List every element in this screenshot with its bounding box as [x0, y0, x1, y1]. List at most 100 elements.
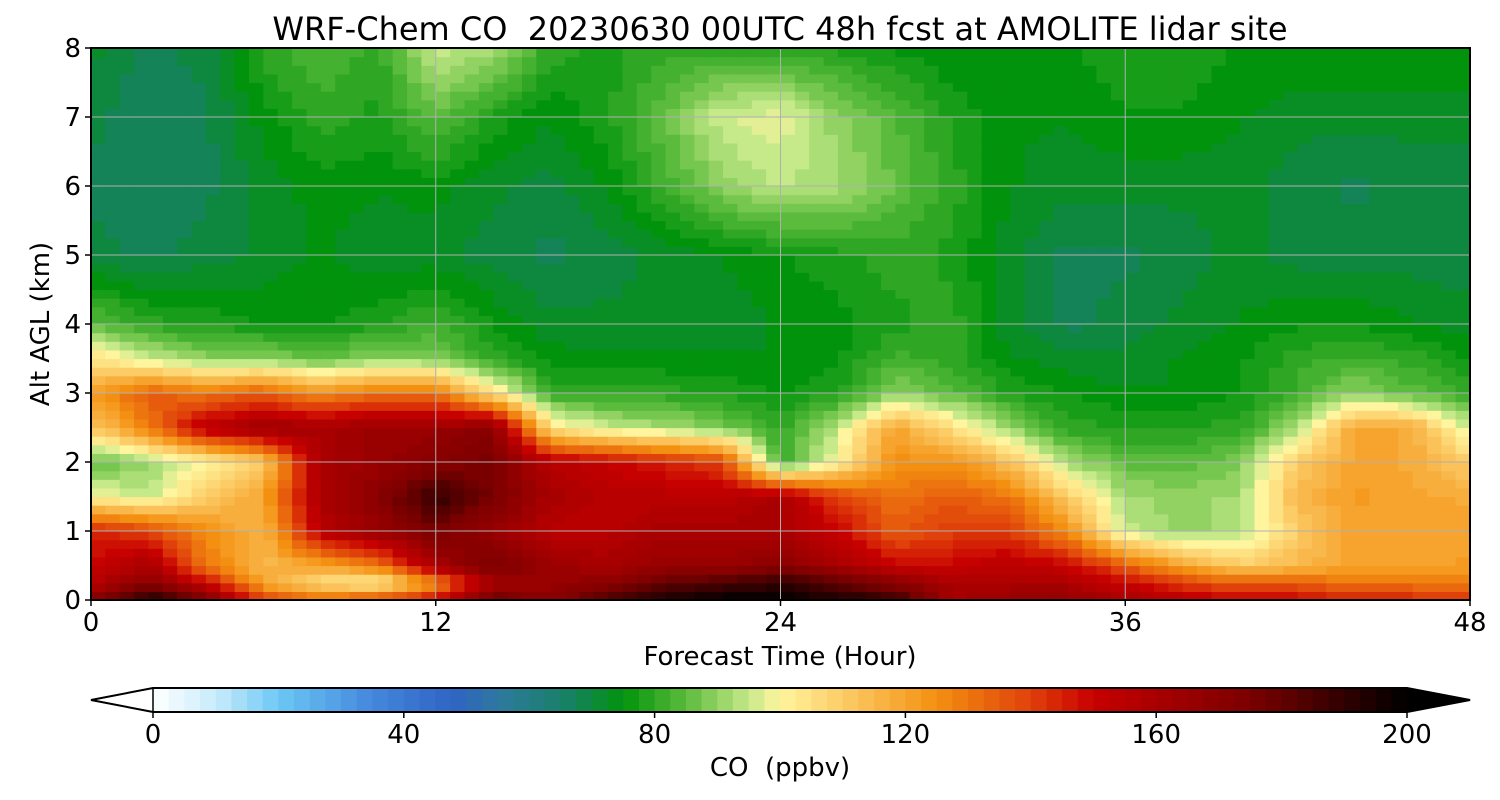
heatmap-cell — [1283, 324, 1299, 334]
heatmap-cell — [665, 160, 681, 170]
heatmap-cell — [550, 341, 566, 351]
heatmap-cell — [119, 358, 135, 368]
heatmap-cell — [335, 496, 351, 506]
heatmap-cell — [938, 462, 954, 472]
heatmap-cell — [220, 186, 236, 196]
heatmap-cell — [507, 194, 523, 204]
heatmap-cell — [1225, 591, 1241, 600]
heatmap-cell — [277, 574, 293, 584]
heatmap-cell — [1326, 453, 1342, 463]
heatmap-cell — [622, 401, 638, 411]
heatmap-cell — [220, 211, 236, 222]
heatmap-cell — [866, 341, 882, 351]
heatmap-cell — [507, 220, 523, 230]
heatmap-cell — [1168, 410, 1184, 420]
heatmap-cell — [263, 462, 279, 472]
heatmap-cell — [579, 203, 595, 213]
heatmap-cell — [162, 487, 178, 498]
heatmap-cell — [938, 168, 954, 178]
heatmap-cell — [1441, 496, 1457, 506]
heatmap-cell — [177, 186, 193, 196]
heatmap-cell — [421, 393, 437, 403]
heatmap-cell — [1053, 470, 1069, 480]
heatmap-cell — [1053, 194, 1069, 204]
heatmap-cell — [1182, 272, 1198, 282]
heatmap-cell — [1053, 220, 1069, 230]
heatmap-cell — [493, 246, 509, 256]
heatmap-cell — [579, 332, 595, 342]
heatmap-cell — [1268, 194, 1284, 204]
heatmap-cell — [421, 548, 437, 558]
heatmap-cell — [881, 418, 897, 429]
heatmap-cell — [91, 548, 106, 558]
heatmap-cell — [1024, 220, 1040, 230]
heatmap-cell — [1297, 565, 1313, 575]
heatmap-cell — [1039, 556, 1055, 567]
heatmap-cell — [1455, 513, 1470, 523]
heatmap-cell — [694, 513, 710, 523]
heatmap-cell — [608, 315, 624, 325]
heatmap-cell — [1398, 315, 1414, 325]
heatmap-cell — [1182, 255, 1198, 265]
heatmap-cell — [1326, 496, 1342, 506]
heatmap-cell — [694, 410, 710, 420]
heatmap-cell — [1139, 168, 1155, 178]
heatmap-cell — [1197, 280, 1213, 291]
heatmap-cell — [263, 358, 279, 368]
heatmap-cell — [1211, 237, 1227, 247]
heatmap-cell — [938, 436, 954, 446]
heatmap-cell — [952, 410, 968, 420]
heatmap-cell — [105, 358, 121, 368]
heatmap-cell — [1297, 367, 1313, 377]
heatmap-cell — [1010, 160, 1026, 170]
heatmap-cell — [177, 470, 193, 480]
heatmap-cell — [363, 237, 379, 247]
heatmap-cell — [464, 237, 480, 247]
heatmap-cell — [852, 263, 868, 273]
heatmap-cell — [162, 410, 178, 420]
heatmap-cell — [464, 462, 480, 472]
heatmap-cell — [780, 332, 796, 342]
heatmap-cell — [1110, 237, 1126, 247]
heatmap-cell — [1125, 444, 1141, 454]
heatmap-cell — [708, 367, 724, 377]
heatmap-cell — [1225, 341, 1241, 351]
heatmap-cell — [1153, 289, 1169, 299]
heatmap-cell — [837, 479, 853, 489]
heatmap-cell — [306, 444, 322, 454]
heatmap-cell — [866, 237, 882, 247]
heatmap-cell — [1326, 410, 1342, 420]
heatmap-cell — [651, 358, 667, 368]
heatmap-cell — [809, 194, 825, 204]
heatmap-cell — [665, 427, 681, 437]
heatmap-cell — [435, 272, 451, 282]
heatmap-cell — [924, 582, 940, 592]
heatmap-cell — [91, 341, 106, 351]
heatmap-cell — [737, 444, 753, 454]
heatmap-cell — [335, 229, 351, 239]
heatmap-cell — [1024, 211, 1040, 222]
heatmap-cell — [521, 324, 537, 334]
heatmap-cell — [737, 349, 753, 360]
heatmap-cell — [407, 263, 422, 273]
heatmap-cell — [450, 151, 466, 161]
heatmap-cell — [1010, 393, 1026, 403]
heatmap-cell — [1412, 470, 1428, 480]
heatmap-cell — [363, 324, 379, 334]
heatmap-cell — [967, 410, 983, 420]
heatmap-cell — [1024, 427, 1040, 437]
heatmap-cell — [249, 332, 264, 342]
heatmap-cell — [234, 453, 250, 463]
heatmap-cell — [493, 591, 509, 600]
heatmap-cell — [1311, 531, 1327, 541]
heatmap-cell — [1082, 177, 1098, 187]
heatmap-cell — [565, 315, 580, 325]
heatmap-cell — [306, 246, 322, 256]
heatmap-cell — [392, 496, 408, 506]
heatmap-cell — [1283, 272, 1299, 282]
heatmap-cell — [866, 470, 882, 480]
heatmap-cell — [1153, 246, 1169, 256]
heatmap-cell — [464, 574, 480, 584]
heatmap-cell — [1455, 220, 1470, 230]
heatmap-cell — [1039, 306, 1055, 316]
